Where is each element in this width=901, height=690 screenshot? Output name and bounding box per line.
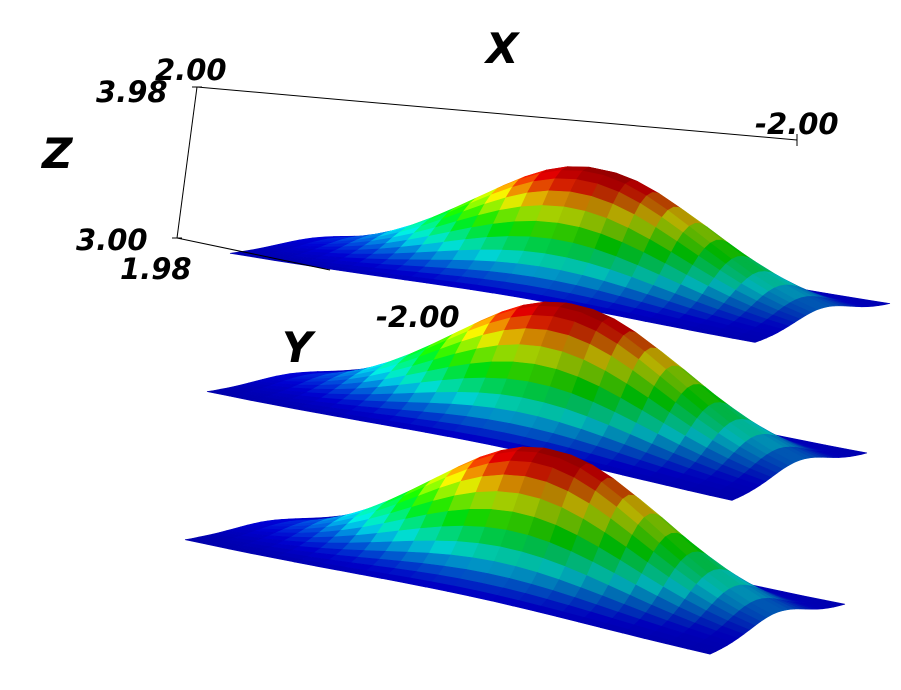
y-tick-label-start: 1.98 <box>120 252 192 286</box>
surface-facet <box>732 335 762 343</box>
z-tick-label-max: 3.98 <box>96 75 168 109</box>
surface-3 <box>184 446 846 655</box>
x-axis-line <box>196 86 798 141</box>
surfaces-group <box>184 166 891 655</box>
y-axis-title: Y <box>282 323 316 372</box>
surface-facet <box>687 645 717 655</box>
y-axis-line <box>176 237 331 271</box>
z-axis-line <box>176 86 198 239</box>
x-tick-label-start: 2.00 <box>155 53 227 87</box>
surface-1 <box>229 166 891 343</box>
y-tick-label-end: -2.00 <box>376 300 460 334</box>
x-tick-label-end: -2.00 <box>755 107 839 141</box>
surface-2 <box>206 301 868 501</box>
z-axis-title: Z <box>40 129 74 178</box>
x-axis-title: X <box>483 24 521 73</box>
axes-box <box>172 86 798 271</box>
surface-facet <box>709 492 739 501</box>
z-tick-label-min: 3.00 <box>76 223 148 257</box>
